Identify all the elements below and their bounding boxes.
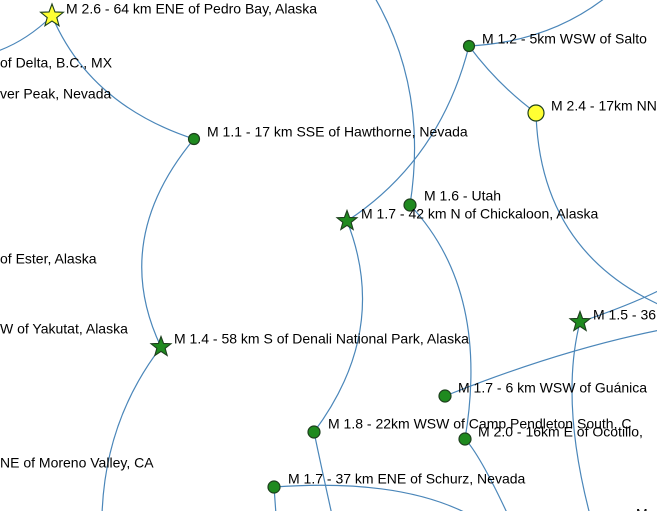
link-salton-chickaloon (346, 45, 470, 222)
node-marker-n5[interactable] (462, 39, 476, 53)
nodes-layer (39, 2, 592, 494)
link-utah-ocotillo (409, 204, 472, 440)
node-marker-n6[interactable] (527, 104, 545, 122)
node-star-n11[interactable] (149, 334, 173, 357)
node-label-n15: M 2.0 - 16km E of Ocotillo, (478, 424, 643, 440)
node-marker-n15[interactable] (458, 432, 472, 446)
link-camp-bottom (313, 431, 332, 511)
link-pedrobay-hawthorne (51, 15, 195, 140)
node-marker-n17[interactable] (267, 480, 281, 494)
node-label-n10: W of Yakutat, Alaska (0, 321, 128, 337)
node-label-n5: M 1.2 - 5km WSW of Salto (482, 31, 647, 47)
node-marker-n14[interactable] (307, 425, 321, 439)
link-chickaloon-camp (313, 220, 364, 433)
node-marker-n7[interactable] (403, 198, 417, 212)
node-label-n17: M 1.7 - 37 km ENE of Schurz, Nevada (288, 471, 526, 487)
node-marker-n13[interactable] (438, 389, 452, 403)
link-salton-top (468, 0, 604, 47)
link-yellow-right (535, 112, 657, 305)
node-label-n18: M (636, 506, 648, 511)
node-label-n13: M 1.7 - 6 km WSW of Guánica (458, 380, 647, 396)
node-label-n16: NE of Moreno Valley, CA (0, 455, 154, 471)
node-marker-n4[interactable] (187, 132, 201, 146)
node-label-n7: M 1.6 - Utah (424, 188, 501, 204)
node-label-n11: M 1.4 - 58 km S of Denali National Park,… (174, 331, 469, 347)
node-label-n4: M 1.1 - 17 km SSE of Hawthorne, Nevada (207, 124, 468, 140)
link-guanica-right (444, 330, 657, 397)
link-schurz-right (273, 484, 464, 511)
node-label-n6: M 2.4 - 17km NN (551, 98, 657, 114)
node-label-n14: M 1.8 - 22km WSW of Camp Pendleton South… (328, 416, 631, 432)
link-right-arc (571, 321, 590, 511)
node-label-n2: of Delta, B.C., MX (0, 55, 113, 71)
link-pedrobay-delta (0, 15, 53, 51)
node-star-n12[interactable] (568, 309, 592, 332)
link-top-chickaloon (375, 0, 416, 206)
node-label-n9: of Ester, Alaska (0, 251, 97, 267)
node-star-n1[interactable] (39, 2, 65, 27)
node-label-n3: ver Peak, Nevada (0, 86, 111, 102)
node-label-n8: M 1.7 - 42 km N of Chickaloon, Alaska (361, 206, 599, 222)
node-label-n1: M 2.6 - 64 km ENE of Pedro Bay, Alaska (66, 1, 317, 17)
node-label-n12: M 1.5 - 36 (593, 307, 656, 323)
link-hawthorne-denali (141, 138, 195, 348)
link-denali-bottom (101, 346, 162, 511)
link-salton-yellow (468, 45, 537, 114)
node-star-n8[interactable] (335, 208, 359, 231)
